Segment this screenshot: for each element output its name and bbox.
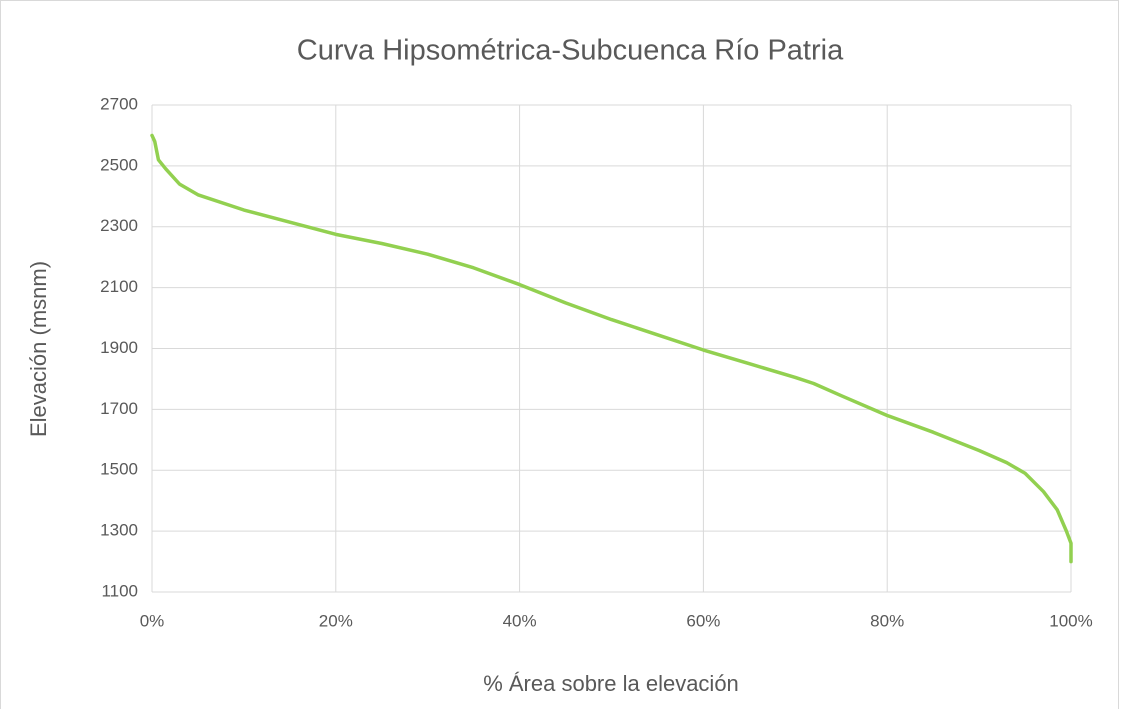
x-tick-label: 0% — [140, 611, 165, 630]
y-tick-label: 2100 — [100, 277, 138, 296]
x-axis-label: % Área sobre la elevación — [483, 671, 739, 696]
y-tick-label: 2700 — [100, 94, 138, 113]
y-tick-label: 1900 — [100, 338, 138, 357]
y-tick-label: 1500 — [100, 460, 138, 479]
y-tick-label: 1100 — [101, 581, 138, 600]
y-tick-label: 1700 — [100, 399, 138, 418]
y-tick-label: 2300 — [100, 216, 138, 235]
x-tick-label: 80% — [870, 611, 904, 630]
x-tick-label: 40% — [503, 611, 537, 630]
line-series — [150, 133, 1073, 564]
y-tick-label: 1300 — [100, 521, 138, 540]
x-tick-label: 100% — [1049, 611, 1092, 630]
chart-title: Curva Hipsométrica-Subcuenca Río Patria — [297, 35, 844, 67]
x-tick-label: 20% — [319, 611, 353, 630]
y-tick-label: 2500 — [100, 155, 138, 174]
y-axis-label: Elevación (msnm) — [26, 261, 51, 437]
x-tick-label: 60% — [686, 611, 720, 630]
